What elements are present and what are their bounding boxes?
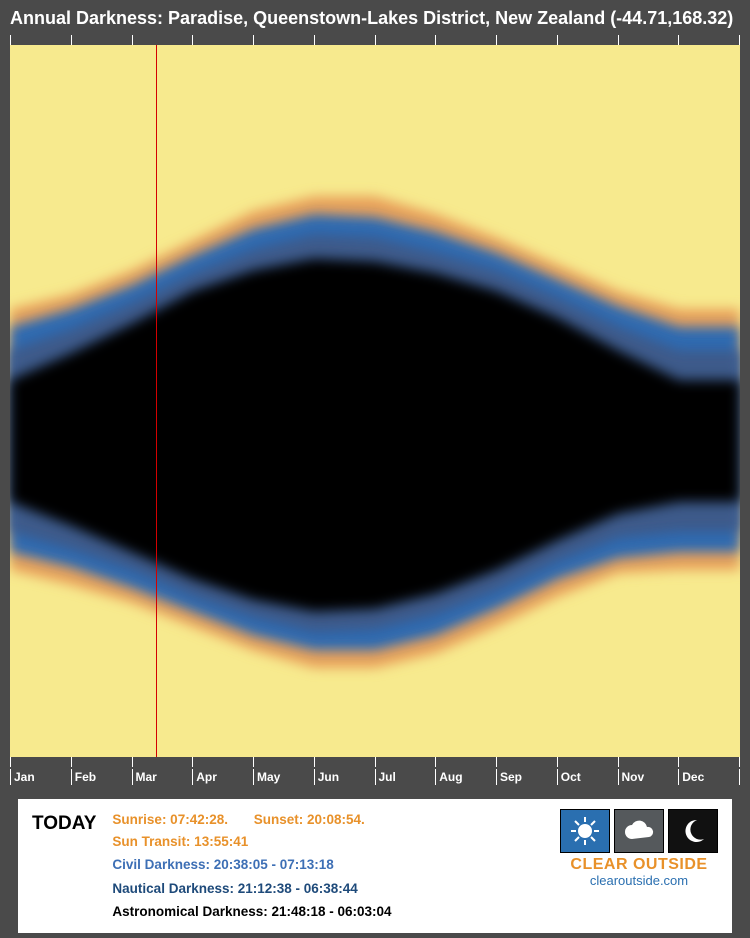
chart-container: JanFebMarAprMayJunJulAugSepOctNovDec: [0, 35, 750, 785]
month-label: Sep: [496, 769, 557, 785]
sunrise-text: Sunrise: 07:42:28.: [112, 809, 228, 831]
sun-times-line: Sunrise: 07:42:28. Sunset: 20:08:54. Sun…: [112, 809, 546, 852]
tick: [375, 35, 436, 45]
brand-name: CLEAR OUTSIDE: [570, 857, 707, 874]
month-label: Jul: [375, 769, 436, 785]
chart-plot-area: [10, 45, 740, 757]
sun-transit-text: Sun Transit: 13:55:41: [112, 831, 248, 853]
page-title: Annual Darkness: Paradise, Queenstown-La…: [0, 0, 750, 35]
tick: [314, 35, 375, 45]
tick: [435, 757, 496, 767]
brand-text: CLEAR OUTSIDE clearoutside.com: [570, 857, 707, 887]
today-marker-line: [156, 45, 157, 757]
month-ticks-top: [10, 35, 740, 45]
month-ticks-bottom: [10, 757, 740, 767]
month-label: Feb: [71, 769, 132, 785]
footer-panel: TODAY Sunrise: 07:42:28. Sunset: 20:08:5…: [18, 799, 732, 933]
tick: [71, 757, 132, 767]
annual-darkness-chart: JanFebMarAprMayJunJulAugSepOctNovDec: [10, 35, 740, 785]
tick: [678, 35, 740, 45]
tick: [435, 35, 496, 45]
month-label: Oct: [557, 769, 618, 785]
cloud-icon: [614, 809, 664, 853]
month-label: Jun: [314, 769, 375, 785]
tick: [253, 35, 314, 45]
month-label: May: [253, 769, 314, 785]
brand-icons: [560, 809, 718, 853]
today-heading: TODAY: [26, 809, 104, 835]
month-label: Dec: [678, 769, 740, 785]
tick: [557, 757, 618, 767]
nautical-darkness-text: Nautical Darkness: 21:12:38 - 06:38:44: [112, 876, 546, 900]
sun-icon: [560, 809, 610, 853]
tick: [375, 757, 436, 767]
tick: [10, 35, 71, 45]
tick: [678, 757, 740, 767]
brand-url: clearoutside.com: [570, 874, 707, 888]
tick: [496, 757, 557, 767]
moon-icon: [668, 809, 718, 853]
sunset-text: Sunset: 20:08:54.: [254, 809, 365, 831]
tick: [10, 757, 71, 767]
times-block: Sunrise: 07:42:28. Sunset: 20:08:54. Sun…: [112, 809, 546, 923]
tick: [557, 35, 618, 45]
tick: [132, 35, 193, 45]
tick: [192, 35, 253, 45]
astronomical-darkness-text: Astronomical Darkness: 21:48:18 - 06:03:…: [112, 899, 546, 923]
month-label: Mar: [132, 769, 193, 785]
tick: [618, 35, 679, 45]
brand-block: CLEAR OUTSIDE clearoutside.com: [554, 809, 724, 887]
tick: [253, 757, 314, 767]
tick: [132, 757, 193, 767]
tick: [314, 757, 375, 767]
month-label: Apr: [192, 769, 253, 785]
tick: [496, 35, 557, 45]
month-label: Nov: [618, 769, 679, 785]
month-labels-row: JanFebMarAprMayJunJulAugSepOctNovDec: [10, 769, 740, 785]
month-label: Aug: [435, 769, 496, 785]
tick: [618, 757, 679, 767]
tick: [71, 35, 132, 45]
tick: [192, 757, 253, 767]
civil-darkness-text: Civil Darkness: 20:38:05 - 07:13:18: [112, 852, 546, 876]
month-label: Jan: [10, 769, 71, 785]
